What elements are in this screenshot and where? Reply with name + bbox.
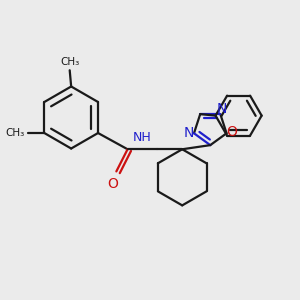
Text: N: N — [184, 126, 194, 140]
Text: CH₃: CH₃ — [60, 57, 79, 67]
Text: O: O — [226, 125, 237, 139]
Text: NH: NH — [133, 131, 152, 144]
Text: N: N — [217, 102, 227, 116]
Text: O: O — [107, 177, 118, 191]
Text: CH₃: CH₃ — [5, 128, 25, 138]
